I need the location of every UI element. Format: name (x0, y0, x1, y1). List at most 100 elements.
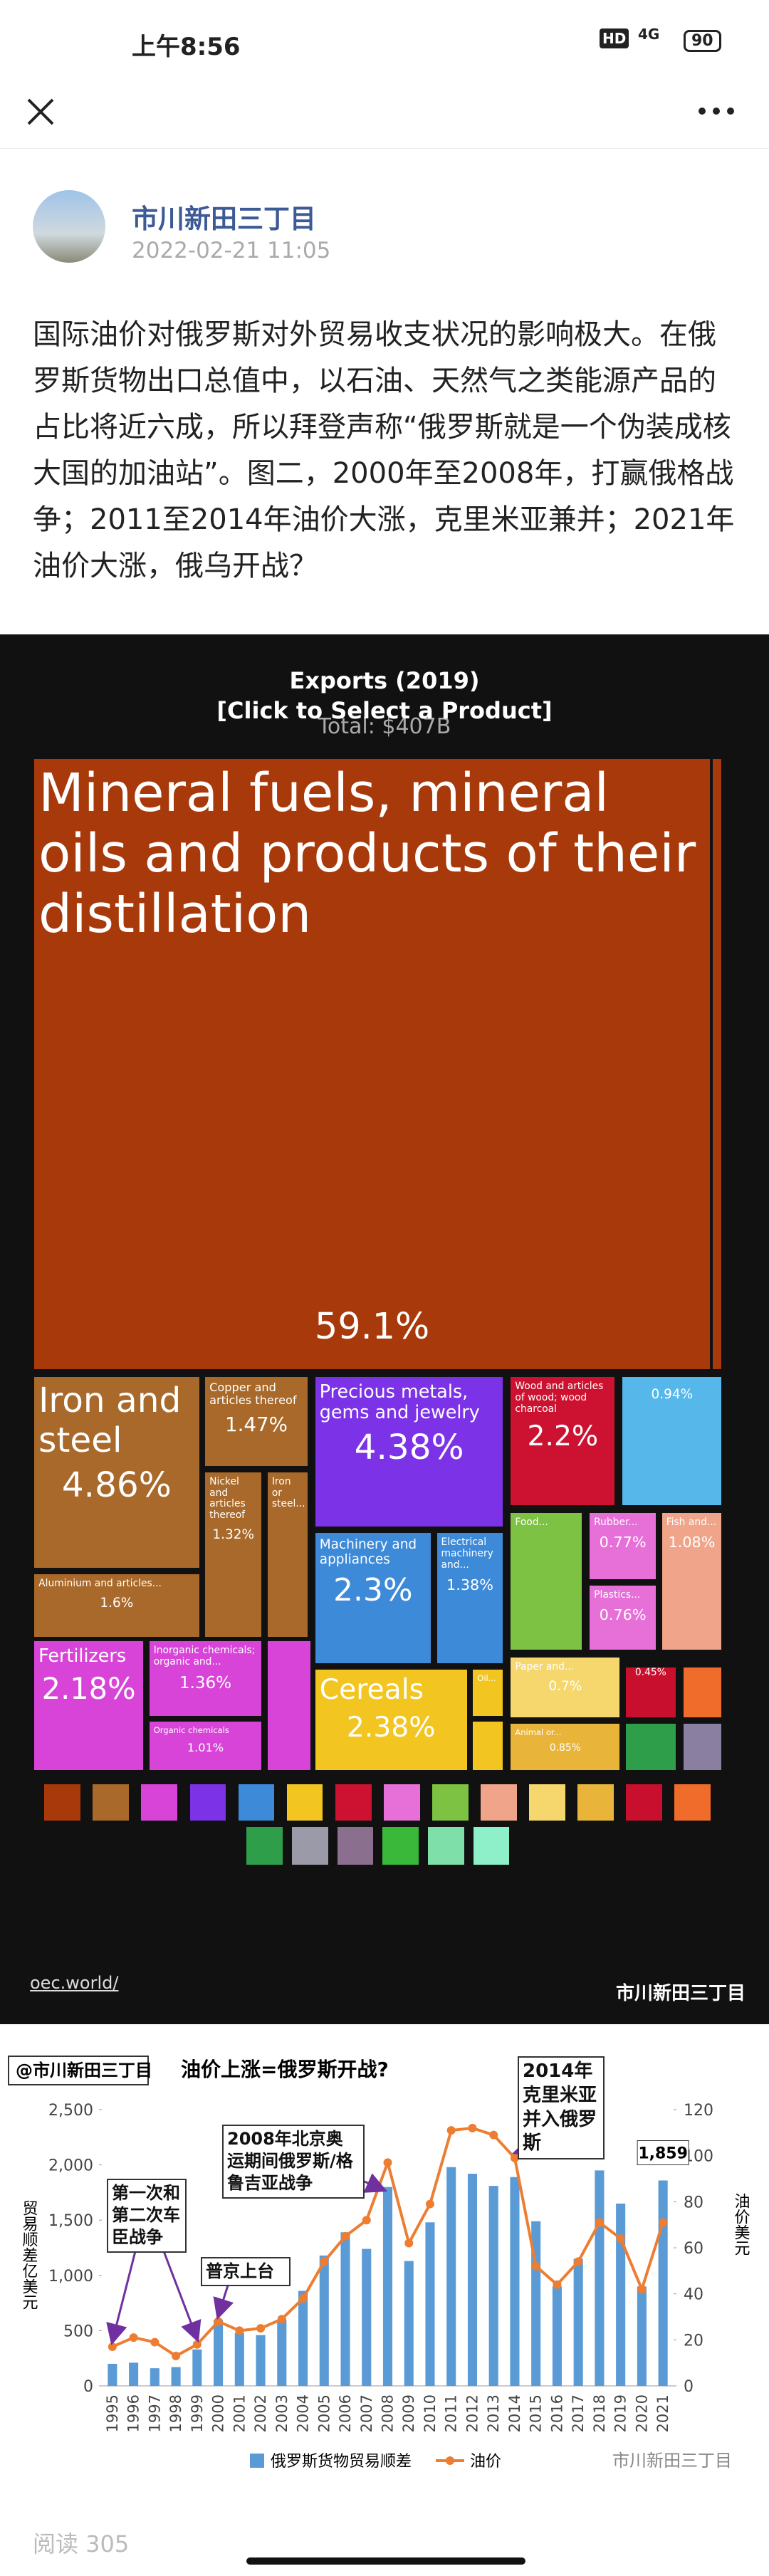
category-icon[interactable] (93, 1784, 130, 1821)
status-bar: 上午8:56 HD 4G 90 (0, 0, 769, 78)
tile-share: 0.7% (548, 1679, 582, 1695)
category-icon[interactable] (189, 1784, 226, 1821)
line-point (150, 2337, 159, 2347)
tile-share: 0.94% (651, 1386, 694, 1402)
value-label-box (637, 2140, 689, 2165)
bar (531, 2221, 541, 2386)
line-point (235, 2326, 244, 2335)
treemap-tile[interactable]: Machinery and appliances 2.3% (313, 1532, 432, 1665)
tile-share: 4.38% (354, 1428, 464, 1468)
x-tick-label: 2008 (380, 2394, 397, 2432)
tile-label: Mineral fuels, mineral oils and products… (38, 763, 696, 945)
x-tick-label: 1995 (104, 2394, 121, 2432)
bar (150, 2368, 159, 2386)
avatar[interactable] (33, 190, 105, 263)
treemap-tile[interactable]: 0.94% (621, 1375, 723, 1507)
category-icon[interactable] (291, 1827, 328, 1865)
line-point (659, 2218, 668, 2227)
category-icon[interactable] (674, 1784, 711, 1821)
treemap-tile[interactable]: Rubber... 0.77% (588, 1512, 658, 1581)
source-link[interactable]: oec.world/ (30, 1973, 119, 1993)
more-button[interactable] (696, 105, 736, 117)
treemap-tile[interactable]: Fish and... 1.08% (660, 1512, 723, 1652)
line-point (298, 2294, 308, 2303)
x-tick-label: 2010 (422, 2394, 439, 2432)
author-name[interactable]: 市川新田三丁目 (132, 204, 316, 234)
y2-tick-label: 40 (684, 2286, 703, 2304)
line-point (425, 2199, 434, 2209)
publish-date: 2022-02-21 11:05 (132, 238, 331, 263)
category-icon[interactable] (337, 1827, 374, 1865)
x-tick-label: 2000 (210, 2394, 227, 2432)
category-icon[interactable] (246, 1827, 283, 1865)
treemap-tile[interactable]: Plastics... 0.76% (588, 1583, 658, 1652)
category-icon[interactable] (427, 1827, 464, 1865)
treemap-tile[interactable] (681, 1722, 723, 1771)
badge-box (8, 2056, 149, 2085)
category-icon[interactable] (529, 1784, 565, 1821)
treemap-tile[interactable] (711, 758, 723, 1371)
treemap-tile[interactable]: Fertilizers 2.18% (33, 1640, 145, 1771)
treemap-tile[interactable] (266, 1640, 313, 1771)
line-point (574, 2257, 583, 2266)
tile-share: 1.47% (225, 1412, 288, 1436)
treemap-tile[interactable]: Wood and articles of wood; wood charcoal… (509, 1375, 617, 1507)
annotation: 第一次和第二次车臣战争 (107, 2179, 187, 2253)
treemap-tile[interactable] (624, 1722, 677, 1771)
category-icon[interactable] (335, 1784, 372, 1821)
category-icon[interactable] (481, 1784, 517, 1821)
treemap-tile[interactable]: Inorganic chemicals; organic and... 1.36% (147, 1640, 263, 1717)
treemap-tile[interactable]: Iron and steel 4.86% (33, 1375, 201, 1570)
category-icon[interactable] (473, 1827, 510, 1865)
treemap: Exports (2019) Total: $407B [Click to Se… (0, 634, 769, 2024)
treemap-tile[interactable]: Nickel and articles thereof 1.32% (204, 1470, 263, 1638)
treemap-tile[interactable] (624, 1656, 723, 1668)
category-icon[interactable] (141, 1784, 178, 1821)
category-icon[interactable] (44, 1784, 81, 1821)
tile-label: Wood and articles of wood; wood charcoal (515, 1380, 604, 1415)
bar (467, 2174, 478, 2386)
treemap-tile[interactable]: Oil... (471, 1667, 505, 1717)
category-icon[interactable] (286, 1784, 323, 1821)
tile-label: Iron and steel (38, 1380, 182, 1460)
treemap-tile[interactable] (471, 1720, 505, 1771)
battery: 90 (684, 30, 721, 52)
y-tick-label: 2,500 (48, 2102, 93, 2120)
y2-tick-label: 20 (684, 2332, 703, 2350)
tile-label: Food... (515, 1517, 548, 1529)
category-icon[interactable] (626, 1784, 662, 1821)
treemap-tile[interactable]: Organic chemicals 1.01% (147, 1720, 263, 1771)
category-icon[interactable] (383, 1784, 420, 1821)
tile-label: Organic chemicals (153, 1725, 229, 1736)
bar (298, 2290, 308, 2386)
tile-label: Cereals (319, 1673, 424, 1706)
treemap-tile[interactable]: Aluminium and articles... 1.6% (33, 1572, 201, 1638)
line-point (404, 2239, 414, 2248)
treemap-tile[interactable]: Animal or... 0.85% (509, 1722, 622, 1771)
treemap-subtitle[interactable]: [Click to Select a Product] (216, 697, 553, 724)
annotation-arrow (363, 2173, 387, 2193)
category-icon[interactable] (238, 1784, 275, 1821)
category-icon[interactable] (431, 1784, 469, 1821)
category-icon[interactable] (577, 1784, 614, 1821)
treemap-tile[interactable]: Copper and articles thereof 1.47% (204, 1375, 309, 1467)
x-tick-label: 2014 (506, 2394, 523, 2432)
x-tick-label: 2013 (485, 2394, 502, 2432)
close-button[interactable] (26, 97, 56, 127)
treemap-tile[interactable]: Food... (509, 1512, 584, 1652)
treemap-tile[interactable]: Precious metals, gems and jewelry 4.38% (313, 1375, 505, 1529)
tile-label: Nickel and articles thereof (209, 1475, 246, 1522)
tile-label: Oil... (477, 1672, 496, 1683)
treemap-tile[interactable]: Paper and... 0.7% (509, 1656, 622, 1719)
line-point (214, 2317, 223, 2326)
bar (488, 2186, 498, 2386)
treemap-tile[interactable]: Cereals 2.38% (313, 1667, 469, 1771)
line-point (468, 2123, 477, 2132)
treemap-tile[interactable]: Iron or steel... (266, 1470, 309, 1638)
treemap-tile[interactable]: Mineral fuels, mineral oils and products… (33, 758, 712, 1371)
line-point (192, 2340, 202, 2349)
legend-swatch (250, 2454, 264, 2468)
treemap-tile[interactable]: Electrical machinery and... 1.38% (435, 1532, 505, 1665)
tile-label: Fertilizers (38, 1645, 127, 1667)
category-icon[interactable] (382, 1827, 419, 1865)
